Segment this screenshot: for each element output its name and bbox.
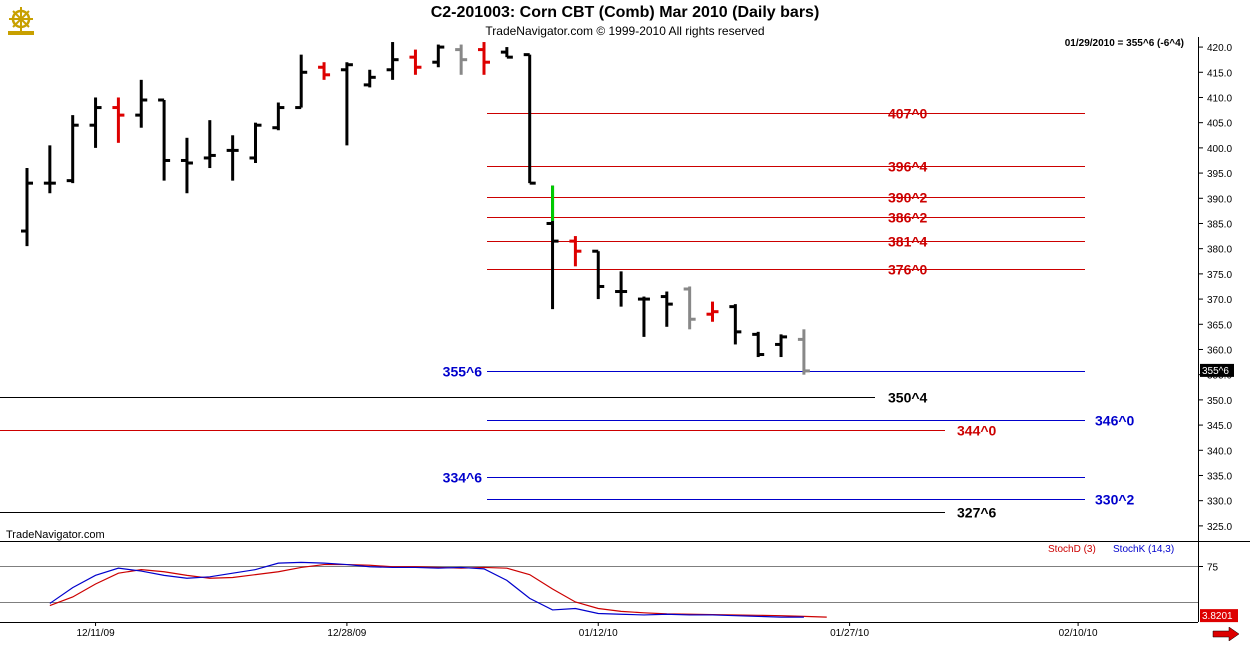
ohlc-bar [318, 62, 331, 80]
ohlc-bar [775, 334, 788, 358]
price-axis: 325.0330.0335.0340.0345.0350.0355.0360.0… [1198, 43, 1234, 533]
ohlc-bars [21, 42, 810, 375]
price-tick-label: 345.0 [1207, 421, 1232, 432]
ohlc-bar [409, 49, 422, 75]
ohlc-bar [363, 69, 376, 88]
level-label: 350^4 [888, 390, 928, 406]
price-tick-label: 365.0 [1207, 320, 1232, 331]
date-axis: 12/11/09 12/28/09 01/12/10 01/27/10 02/10/10 [76, 622, 1098, 639]
last-price-status: 01/29/2010 = 355^6 (-6^4) [1064, 38, 1184, 49]
price-tick-label: 410.0 [1207, 93, 1232, 104]
price-tick-label: 375.0 [1207, 270, 1232, 281]
price-tick-label: 405.0 [1207, 119, 1232, 130]
price-tick-label: 350.0 [1207, 396, 1232, 407]
level-lines: 407^0 396^4 390^2 386^2 381^4 376^0 355^6 350^4… [0, 106, 1135, 521]
date-tick-label: 02/10/10 [1059, 628, 1098, 639]
ohlc-bar [66, 115, 79, 184]
ohlc-bar [226, 135, 239, 181]
stoch-last-box [1200, 609, 1238, 623]
price-tick-label: 420.0 [1207, 43, 1232, 54]
level-label: 330^2 [1095, 492, 1135, 508]
level-label: 346^0 [1095, 413, 1135, 429]
price-tick-label: 400.0 [1207, 144, 1232, 155]
stochk-legend: StochK (14,3) [1113, 544, 1175, 555]
price-tick-label: 360.0 [1207, 345, 1232, 356]
price-tick-label: 330.0 [1207, 497, 1232, 508]
ohlc-bar [752, 331, 765, 358]
ohlc-bar [340, 62, 353, 146]
stoch-last-label: 3.8201 [1202, 611, 1233, 622]
level-label: 407^0 [888, 106, 928, 122]
date-tick-label: 01/27/10 [830, 628, 869, 639]
ohlc-bar [683, 286, 696, 330]
price-tick-label: 380.0 [1207, 245, 1232, 256]
level-label: 390^2 [888, 190, 928, 206]
ohlc-bar [249, 122, 262, 163]
date-tick-label: 12/28/09 [327, 628, 366, 639]
level-label: 327^6 [957, 505, 997, 521]
chart-title: C2-201003: Corn CBT (Comb) Mar 2010 (Dai… [430, 4, 820, 21]
price-tick-label: 335.0 [1207, 471, 1232, 482]
level-label: 355^6 [443, 364, 483, 380]
stochd-legend: StochD (3) [1048, 544, 1096, 555]
ohlc-bar [89, 97, 102, 148]
level-label: 381^4 [888, 234, 928, 250]
ohlc-bar [158, 98, 171, 181]
ohlc-bar [386, 42, 399, 80]
price-tick-label: 370.0 [1207, 295, 1232, 306]
ohlc-bar [135, 79, 148, 128]
level-label: 396^4 [888, 159, 928, 175]
ohlc-bar [272, 102, 285, 131]
ohlc-bar [797, 329, 810, 375]
date-tick-label: 01/12/10 [579, 628, 618, 639]
level-label: 334^6 [443, 470, 483, 486]
last-price-box [1200, 363, 1234, 377]
ohlc-bar [660, 291, 673, 327]
ohlc-bar [455, 44, 468, 75]
ohlc-bar [569, 236, 582, 267]
ohlc-bar [112, 97, 125, 143]
ohlc-bar [180, 137, 193, 194]
ohlc-bar [523, 53, 536, 185]
level-label: 376^0 [888, 262, 928, 278]
scroll-right-arrow-icon[interactable] [1212, 626, 1240, 646]
ohlc-bar [500, 47, 513, 59]
chart-copyright: TradeNavigator.com © 1999-2010 All right… [485, 24, 765, 38]
date-tick-label: 12/11/09 [76, 628, 115, 639]
ohlc-bar [295, 54, 308, 110]
price-tick-label: 325.0 [1207, 522, 1232, 533]
stoch-tick-label: 75 [1207, 563, 1219, 574]
ohlc-bar [706, 301, 719, 322]
stoch-series-line [49, 561, 804, 618]
price-tick-label: 395.0 [1207, 169, 1232, 180]
price-tick-label: 390.0 [1207, 194, 1232, 205]
price-tick-label: 415.0 [1207, 68, 1232, 79]
stoch-series-line [49, 563, 827, 618]
ohlc-bar [43, 145, 56, 194]
ohlc-bar [478, 42, 490, 75]
level-label: 344^0 [957, 423, 997, 439]
ohlc-bar [637, 296, 650, 337]
price-tick-label: 340.0 [1207, 446, 1232, 457]
ohlc-bar [21, 168, 33, 247]
ohlc-bar [729, 304, 742, 345]
stochastic-panel: 75 3.8201 [0, 561, 1238, 623]
ship-wheel-logo-icon[interactable] [4, 4, 38, 38]
ohlc-bar [592, 249, 605, 300]
ohlc-bar [203, 120, 216, 169]
level-label: 386^2 [888, 210, 928, 226]
watermark: TradeNavigator.com [6, 529, 105, 541]
ohlc-bar [615, 271, 628, 307]
price-tick-label: 385.0 [1207, 219, 1232, 230]
last-price-label: 355^6 [1202, 366, 1229, 377]
ohlc-bar [432, 44, 445, 68]
